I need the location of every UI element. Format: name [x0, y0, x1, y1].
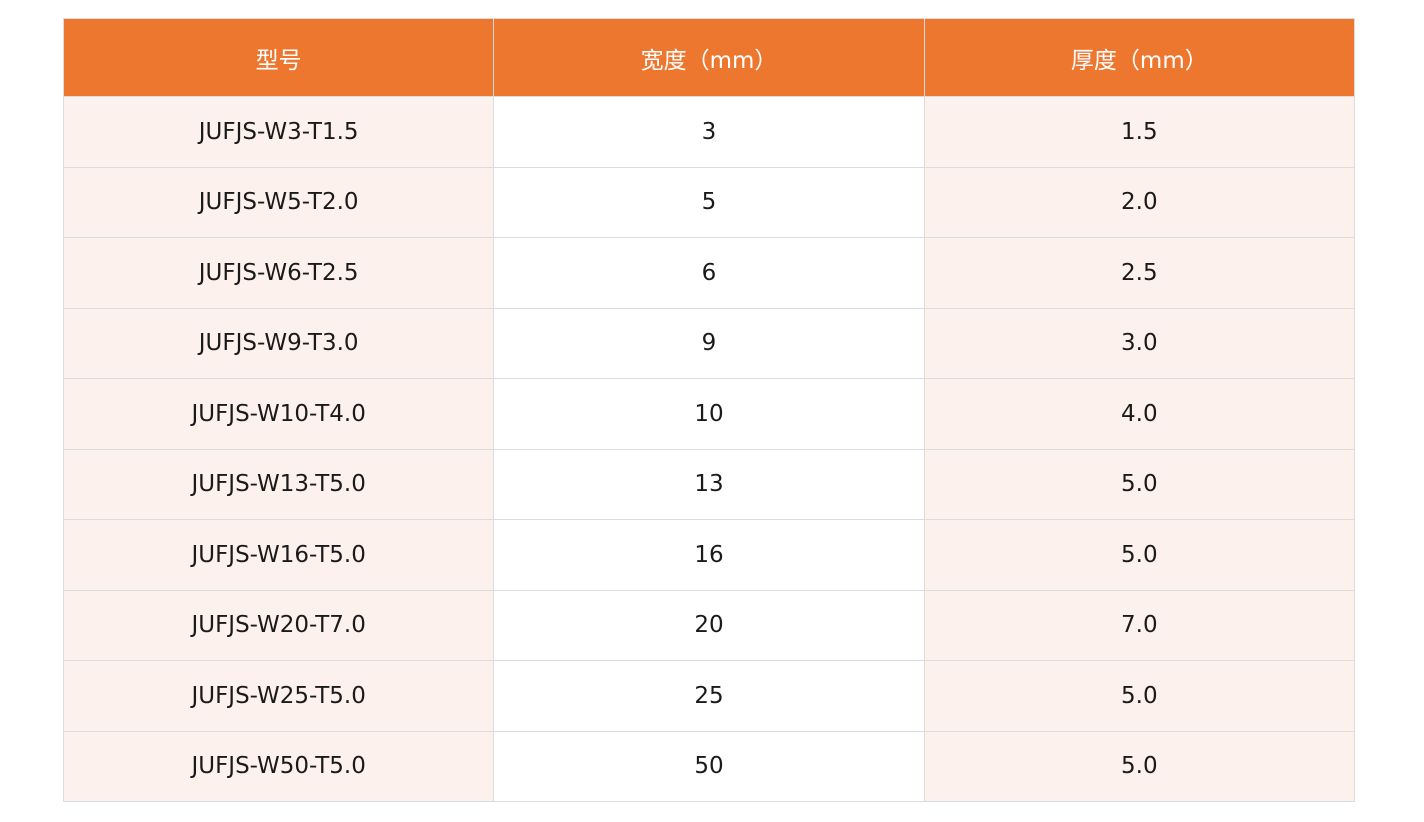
width-cell: 20	[493, 589, 925, 661]
model-cell: JUFJS-W3-T1.5	[62, 96, 495, 168]
thickness-cell: 5.0	[923, 730, 1356, 802]
thickness-cell: 3.0	[923, 307, 1356, 379]
table-row: JUFJS-W3-T1.5 3 1.5	[62, 96, 1356, 168]
width-cell: 50	[493, 730, 925, 802]
thickness-cell: 1.5	[923, 96, 1356, 168]
thickness-cell: 5.0	[923, 519, 1356, 591]
model-cell: JUFJS-W5-T2.0	[62, 166, 495, 238]
header-model: 型号	[62, 18, 495, 97]
thickness-cell: 5.0	[923, 448, 1356, 520]
model-cell: JUFJS-W16-T5.0	[62, 519, 495, 591]
header-width: 宽度（mm）	[493, 18, 925, 97]
thickness-cell: 4.0	[923, 378, 1356, 450]
model-cell: JUFJS-W50-T5.0	[62, 730, 495, 802]
table-row: JUFJS-W10-T4.0 10 4.0	[62, 378, 1356, 450]
table-row: JUFJS-W6-T2.5 6 2.5	[62, 237, 1356, 309]
table-row: JUFJS-W5-T2.0 5 2.0	[62, 166, 1356, 238]
width-cell: 3	[493, 96, 925, 168]
width-cell: 5	[493, 166, 925, 238]
model-cell: JUFJS-W9-T3.0	[62, 307, 495, 379]
thickness-cell: 5.0	[923, 660, 1356, 732]
width-cell: 6	[493, 237, 925, 309]
header-row: 型号 宽度（mm） 厚度（mm）	[62, 18, 1356, 97]
model-cell: JUFJS-W20-T7.0	[62, 589, 495, 661]
model-cell: JUFJS-W10-T4.0	[62, 378, 495, 450]
width-cell: 16	[493, 519, 925, 591]
thickness-cell: 2.5	[923, 237, 1356, 309]
width-cell: 25	[493, 660, 925, 732]
header-thickness: 厚度（mm）	[923, 18, 1356, 97]
spec-table: 型号 宽度（mm） 厚度（mm） JUFJS-W3-T1.5 3 1.5 JUFJS-…	[62, 18, 1356, 802]
thickness-cell: 7.0	[923, 589, 1356, 661]
width-cell: 13	[493, 448, 925, 520]
model-cell: JUFJS-W13-T5.0	[62, 448, 495, 520]
table-row: JUFJS-W50-T5.0 50 5.0	[62, 730, 1356, 802]
table-row: JUFJS-W16-T5.0 16 5.0	[62, 519, 1356, 591]
thickness-cell: 2.0	[923, 166, 1356, 238]
table-row: JUFJS-W20-T7.0 20 7.0	[62, 589, 1356, 661]
table-row: JUFJS-W25-T5.0 25 5.0	[62, 660, 1356, 732]
table-row: JUFJS-W13-T5.0 13 5.0	[62, 448, 1356, 520]
model-cell: JUFJS-W6-T2.5	[62, 237, 495, 309]
width-cell: 9	[493, 307, 925, 379]
model-cell: JUFJS-W25-T5.0	[62, 660, 495, 732]
table-row: JUFJS-W9-T3.0 9 3.0	[62, 307, 1356, 379]
width-cell: 10	[493, 378, 925, 450]
